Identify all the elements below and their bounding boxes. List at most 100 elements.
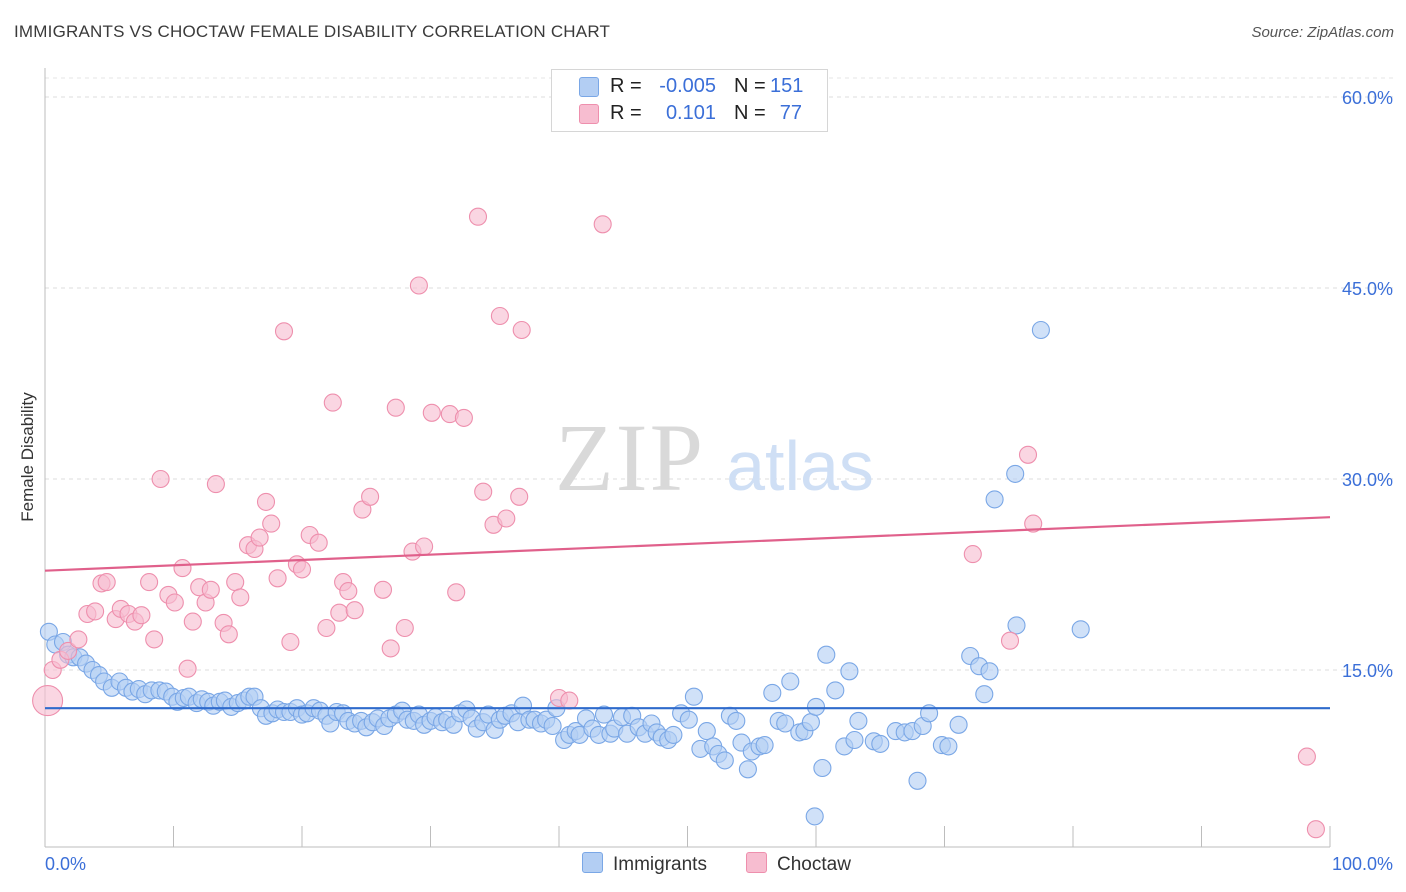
point-choctaw-52 — [386, 398, 405, 417]
point-choctaw-24 — [201, 580, 220, 599]
point-choctaw-36 — [274, 322, 294, 341]
legend-label-choctaw: Choctaw — [777, 854, 851, 875]
point-immigrants-121 — [763, 683, 782, 702]
point-choctaw-3 — [59, 641, 78, 660]
legend-label-immigrants: Immigrants — [613, 854, 707, 875]
point-immigrants-155 — [1071, 620, 1090, 639]
point-immigrants-93 — [594, 705, 614, 724]
point-choctaw-21 — [183, 612, 202, 631]
legend-r-value: 0.101 — [665, 102, 716, 124]
point-immigrants-131 — [826, 681, 845, 700]
point-choctaw-69 — [963, 545, 982, 564]
point-choctaw-57 — [422, 403, 441, 422]
point-choctaw-66 — [512, 320, 531, 340]
point-choctaw-27 — [219, 625, 238, 644]
legend-row-choctaw: R = 0.101 N = 77 — [552, 101, 827, 127]
point-immigrants-146 — [949, 715, 968, 734]
point-immigrants-120 — [755, 736, 774, 755]
watermark-zip: ZIP — [555, 404, 705, 511]
watermark: ZIP atlas — [555, 404, 874, 511]
point-choctaw-20 — [178, 659, 197, 678]
legend-r-value: -0.005 — [659, 75, 716, 97]
point-immigrants-124 — [781, 672, 800, 691]
point-choctaw-43 — [323, 393, 342, 412]
point-immigrants-153 — [1007, 616, 1026, 635]
point-choctaw-18 — [165, 593, 184, 612]
legend-r-label: R = — [610, 102, 642, 124]
x-tick-label-min: 0.0% — [45, 854, 86, 874]
point-immigrants-152 — [1006, 464, 1025, 483]
point-choctaw-76 — [474, 482, 493, 501]
point-choctaw-6 — [86, 602, 105, 621]
point-immigrants-84 — [543, 716, 562, 736]
point-immigrants-127 — [801, 713, 820, 732]
point-immigrants-156 — [805, 807, 824, 826]
point-choctaw-50 — [373, 580, 393, 599]
y-tick-label: 15.0% — [1342, 661, 1393, 681]
legend-swatch-immigrants — [582, 852, 603, 873]
bottom-legend-choctaw: Choctaw — [746, 852, 851, 876]
point-immigrants-134 — [845, 730, 864, 750]
point-choctaw-74 — [1306, 820, 1325, 839]
point-immigrants-129 — [813, 758, 832, 778]
point-immigrants-141 — [908, 771, 927, 790]
point-immigrants-149 — [975, 685, 994, 704]
point-immigrants-154 — [1031, 320, 1050, 340]
x-tick-label-max: 100.0% — [1332, 854, 1393, 874]
legend-n-label: N = — [734, 102, 766, 124]
point-immigrants-150 — [980, 662, 999, 681]
point-immigrants-145 — [939, 737, 958, 756]
point-immigrants-117 — [738, 760, 757, 779]
point-choctaw-71 — [1018, 445, 1038, 464]
point-choctaw-59 — [447, 583, 466, 602]
legend-swatch-choctaw — [746, 852, 767, 873]
y-axis-label: Female Disability — [18, 392, 37, 522]
tick-labels: 15.0% 30.0% 45.0% 60.0% 0.0% 100.0% — [45, 88, 1393, 874]
point-choctaw-68 — [593, 215, 612, 234]
point-choctaw-47 — [345, 601, 364, 620]
series-immigrants-points — [39, 320, 1090, 826]
point-choctaw-44 — [330, 603, 349, 622]
point-immigrants-108 — [684, 687, 703, 706]
legend-n-value: 151 — [770, 75, 804, 97]
point-immigrants-115 — [727, 711, 746, 730]
point-choctaw-32 — [250, 528, 269, 547]
point-choctaw-4 — [69, 630, 88, 649]
point-choctaw-75 — [560, 691, 579, 710]
point-choctaw-72 — [1024, 514, 1043, 533]
point-choctaw-64 — [497, 509, 516, 528]
point-choctaw-70 — [1000, 631, 1020, 650]
legend-row-immigrants: R = -0.005 N = 151 — [552, 74, 827, 100]
point-choctaw-8 — [97, 573, 116, 592]
point-choctaw-56 — [415, 537, 434, 556]
point-choctaw-60 — [454, 408, 473, 427]
point-immigrants-137 — [871, 734, 890, 753]
point-choctaw-15 — [145, 630, 164, 649]
trend-line-choctaw — [44, 516, 1331, 572]
point-choctaw-73 — [1297, 747, 1316, 766]
y-tick-label: 45.0% — [1342, 279, 1393, 299]
point-choctaw-61 — [468, 207, 488, 226]
point-choctaw-35 — [268, 569, 287, 588]
point-immigrants-130 — [817, 645, 836, 664]
point-immigrants-107 — [679, 710, 698, 729]
point-choctaw-51 — [381, 639, 400, 658]
point-choctaw-41 — [309, 533, 328, 552]
point-immigrants-135 — [849, 711, 868, 730]
point-choctaw-19 — [173, 559, 192, 578]
point-choctaw-16 — [151, 469, 170, 489]
point-choctaw-13 — [132, 606, 151, 625]
point-choctaw-49 — [361, 487, 380, 506]
point-choctaw-53 — [395, 618, 414, 638]
stats-legend: R = -0.005 N = 151 R = 0.101 N = 77 — [551, 69, 828, 132]
point-choctaw-37 — [281, 632, 300, 652]
point-immigrants-133 — [840, 662, 859, 681]
point-choctaw-28 — [226, 573, 245, 592]
point-choctaw-29 — [231, 588, 250, 607]
trend-lines — [44, 516, 1331, 710]
point-immigrants-113 — [715, 751, 734, 770]
point-choctaw-63 — [490, 306, 509, 326]
legend-swatch-immigrants — [579, 77, 599, 97]
point-immigrants-110 — [697, 722, 716, 741]
